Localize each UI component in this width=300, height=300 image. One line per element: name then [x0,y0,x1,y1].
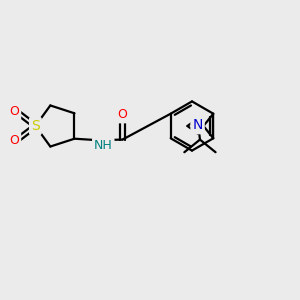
Text: S: S [31,119,40,133]
Text: O: O [10,105,19,119]
Text: N: N [192,118,203,132]
Text: O: O [10,134,19,147]
Text: O: O [118,109,128,122]
Text: NH: NH [94,139,112,152]
